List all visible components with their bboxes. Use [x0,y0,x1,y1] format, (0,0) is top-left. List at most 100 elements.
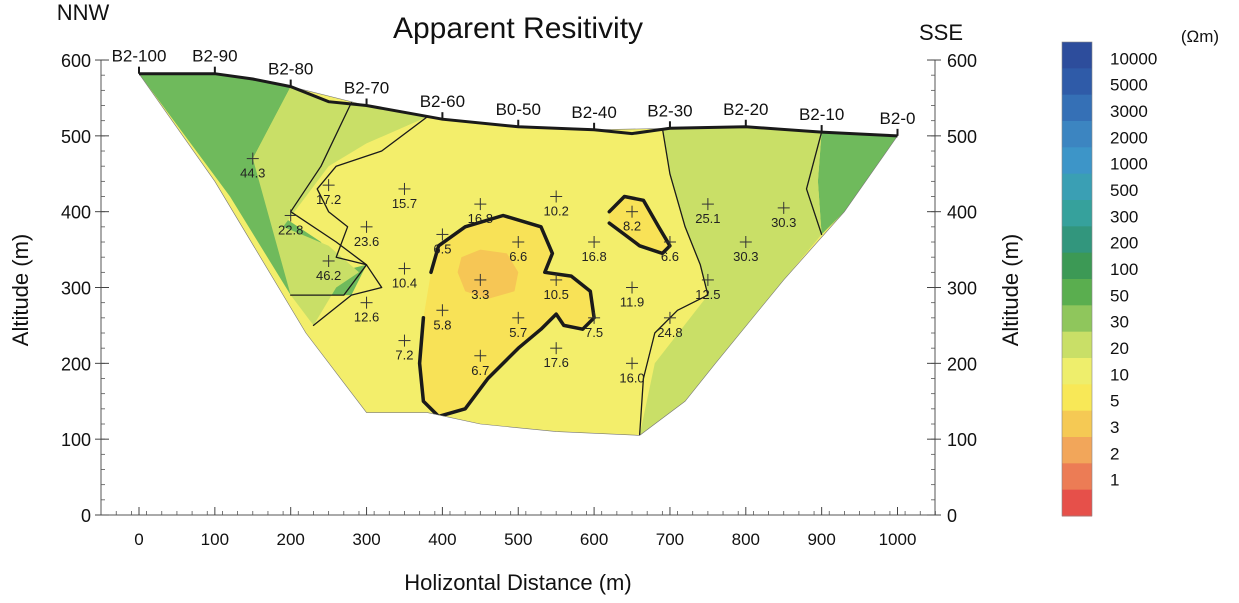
measurement-value: 11.9 [620,295,644,310]
plot-area: B2-100 B2-90 B2-80 B2-70 B2-60 B0-50 B2-40 B2-3… [112,47,916,436]
measurement-value: 17.2 [316,192,341,207]
measurement-value: 30.3 [771,215,796,230]
region-20-30 [639,126,822,436]
measurement-value: 6.5 [433,241,451,256]
direction-right-label: SSE [919,20,963,45]
section-regions [139,73,898,436]
y-tick-label-left: 300 [61,279,91,299]
measurement-value: 16.8 [468,211,493,226]
contour-line-10 [417,213,596,419]
y-tick-label-right: 600 [947,51,977,71]
colorbar-label: 1 [1110,471,1119,490]
colorbar-label: 1000 [1110,155,1148,174]
contour-line-30 [805,131,823,236]
measurement-value: 24.8 [657,325,682,340]
x-tick-label: 400 [428,530,456,549]
station-label: B0-50 [496,100,541,119]
colorbar-swatch [1062,226,1092,254]
colorbar-swatch [1062,358,1092,385]
region-30-50 [817,132,898,235]
ground-surface-line [139,72,898,138]
measurement-value: 5.8 [433,317,451,332]
colorbar-swatch [1062,279,1092,306]
colorbar-swatch [1062,331,1092,359]
colorbar-label: 100 [1110,260,1138,279]
region-20-30 [252,86,428,326]
measurement-value: 17.6 [544,355,569,370]
colorbar: 10000 5000 3000 2000 1000 500 300 200 100 50 30 20 1… [1061,27,1219,517]
measurement-value: 8.2 [623,219,641,234]
x-tick-label: 1000 [879,530,917,549]
x-tick-label: 900 [807,530,835,549]
colorbar-swatch [1062,147,1092,175]
measurement-value: 10.5 [544,287,569,302]
x-tick-label: 500 [504,530,532,549]
colorbar-frame [1061,41,1093,517]
station-label: B2-30 [647,101,692,120]
y-tick-label-left: 600 [61,51,91,71]
y-tick-label-left: 100 [61,430,91,450]
colorbar-label: 2000 [1110,128,1148,147]
y-tick-label-left: 500 [61,127,91,147]
station-label: B2-100 [112,47,167,66]
measurement-value: 46.2 [316,268,341,283]
colorbar-label: 30 [1110,313,1129,332]
colorbar-swatch [1062,200,1092,227]
colorbar-label: 5000 [1110,76,1148,95]
colorbar-label: 2 [1110,444,1119,463]
x-tick-label: 0 [134,530,143,549]
region-5-10 [609,196,670,254]
colorbar-swatch [1062,94,1092,122]
colorbar-swatch [1062,173,1092,201]
station-label: B2-80 [268,60,313,79]
colorbar-swatch [1062,305,1092,333]
y-tick-label-left: 200 [61,354,91,374]
station-label: B2-70 [344,79,389,98]
colorbar-label: 10 [1110,365,1129,384]
measurement-value: 6.7 [471,363,489,378]
colorbar-swatch [1062,68,1092,96]
measurement-value: 16.0 [619,370,644,385]
measurement-value: 7.2 [395,348,413,363]
contour-line-20 [638,127,709,436]
y-axis-label-right: Altitude (m) [998,234,1023,346]
colorbar-swatch [1062,121,1092,148]
x-tick-label: 600 [580,530,608,549]
measurement-value: 10.2 [544,204,569,219]
measurement-value: 6.6 [661,249,679,264]
contour-line-30 [290,85,368,296]
x-tick-label: 800 [732,530,760,549]
x-tick-label: 700 [656,530,684,549]
colorbar-label: 200 [1110,234,1138,253]
colorbar-swatch [1062,437,1092,464]
station-label: B2-60 [420,92,465,111]
colorbar-label: 50 [1110,286,1129,305]
x-tick-label: 300 [352,530,380,549]
colorbar-swatch [1062,489,1092,517]
colorbar-label: 20 [1110,339,1129,358]
x-axis-label: Holizontal Distance (m) [404,570,631,595]
station-label: B2-40 [571,103,616,122]
measurement-value: 12.6 [354,310,379,325]
colorbar-swatch [1062,463,1092,491]
colorbar-label: 300 [1110,207,1138,226]
measurement-value: 5.7 [509,325,527,340]
measurement-value: 3.3 [471,287,489,302]
y-tick-label-left: 400 [61,203,91,223]
measurement-value: 25.1 [695,211,720,226]
y-tick-label-right: 100 [947,430,977,450]
measurement-value: 30.3 [733,249,758,264]
colorbar-label: 5 [1110,392,1119,411]
measurement-value: 15.7 [392,196,417,211]
y-tick-label-right: 400 [947,203,977,223]
region-3-5 [457,249,519,299]
y-tick-label-right: 200 [947,354,977,374]
contour-line-20 [312,104,428,327]
colorbar-label: 3 [1110,418,1119,437]
measurement-value: 16.8 [581,249,606,264]
colorbar-swatch [1062,42,1092,69]
colorbar-swatch [1062,384,1092,412]
station-label: B2-0 [880,109,916,128]
y-tick-label-right: 500 [947,127,977,147]
